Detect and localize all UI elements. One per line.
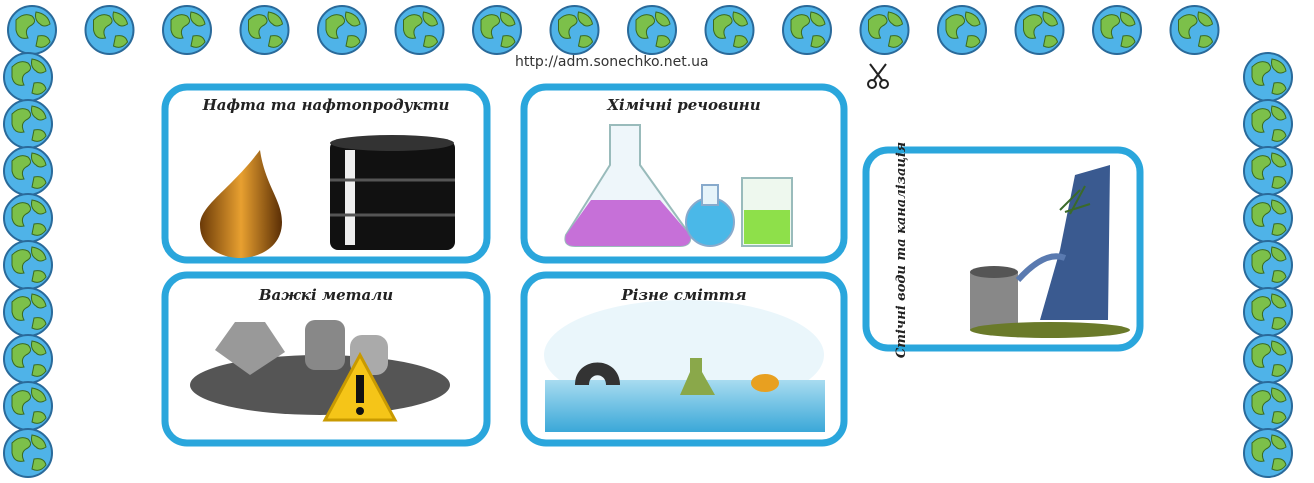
globe — [1244, 241, 1292, 289]
globe — [861, 6, 909, 54]
globe — [4, 429, 52, 477]
globe — [1093, 6, 1141, 54]
globe — [1244, 288, 1292, 336]
globe — [628, 6, 676, 54]
globe — [1244, 335, 1292, 383]
canvas: http://adm.sonechko.net.ua Нафта та нафт… — [0, 0, 1314, 483]
globe — [4, 194, 52, 242]
globe — [86, 6, 134, 54]
globe — [4, 288, 52, 336]
globe — [4, 335, 52, 383]
globe — [1016, 6, 1064, 54]
page: http://adm.sonechko.net.ua Нафта та нафт… — [0, 0, 1314, 483]
globe — [4, 147, 52, 195]
globe — [938, 6, 986, 54]
globe — [1171, 6, 1219, 54]
card-title: Нафта та нафтопродукти — [202, 96, 450, 114]
globe — [473, 6, 521, 54]
globe — [241, 6, 289, 54]
card: Різне сміття — [524, 275, 844, 443]
site-url: http://adm.sonechko.net.ua — [515, 54, 709, 70]
globe — [396, 6, 444, 54]
globe — [4, 382, 52, 430]
globe — [1244, 147, 1292, 195]
scissors-icon — [868, 64, 888, 88]
card-title: Стічні води та каналізація — [894, 142, 909, 358]
globe — [1244, 100, 1292, 148]
duck-toy — [751, 374, 779, 392]
globe — [163, 6, 211, 54]
card-title: Важкі метали — [258, 286, 393, 304]
globe — [551, 6, 599, 54]
globe — [706, 6, 754, 54]
globe — [1244, 194, 1292, 242]
globe — [4, 53, 52, 101]
bucket — [970, 272, 1018, 330]
card: Хімічні речовини — [524, 87, 844, 260]
card: Важкі метали — [165, 275, 487, 443]
card: Нафта та нафтопродукти — [165, 87, 487, 260]
globe — [1244, 429, 1292, 477]
globe — [4, 241, 52, 289]
card: Стічні води та каналізація — [866, 142, 1140, 358]
globe — [318, 6, 366, 54]
globe — [8, 6, 56, 54]
card-title: Хімічні речовини — [606, 96, 760, 114]
globe — [1244, 53, 1292, 101]
globe — [1244, 382, 1292, 430]
globe — [783, 6, 831, 54]
globe — [4, 100, 52, 148]
